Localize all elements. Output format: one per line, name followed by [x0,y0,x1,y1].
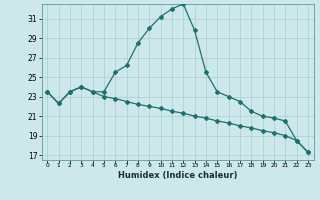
X-axis label: Humidex (Indice chaleur): Humidex (Indice chaleur) [118,171,237,180]
